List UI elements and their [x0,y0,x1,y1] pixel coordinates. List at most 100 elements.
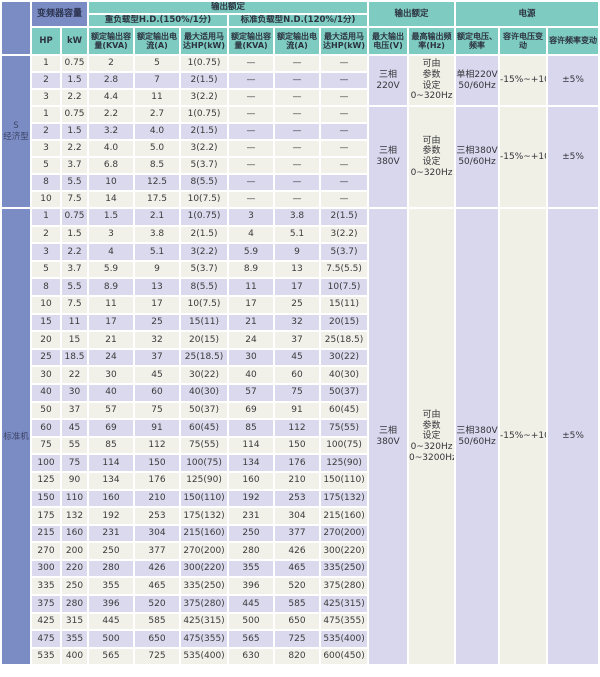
economy-section: S 经济型 1 0.75 2 5 1(0.75) — — — 三相 220V 可由 参数 设定 0~320Hz… [2,56,599,207]
kw-cell: 220 [62,560,88,577]
hp-cell: 475 [32,631,60,647]
header-row-1: 变频器容量 输出额定 输出额定 电源 [2,2,599,54]
table-row: 标准机 1 0.75 1.5 2.1 1(0.75) 3 3.8 2(1.5) 三相 380V 可由参… [2,209,599,665]
supply-voltage-cell: 三相380V 50/60Hz [456,107,499,207]
hp-cell: 10 [32,192,60,207]
nd-motor-cell: 600(450) [321,648,368,665]
hp-header: HP [32,28,60,54]
hd-motor-cell: 150(110) [181,490,228,507]
kw-cell: 110 [62,490,88,507]
hd-current-cell: 426 [135,560,180,577]
output-frequency-cell: 可由 参数 设定 0~320Hz [409,56,455,105]
hd-current-cell: 17.5 [135,192,180,207]
hp-cell: 215 [32,525,60,542]
hd-motor-cell: 3(2.2) [181,141,228,156]
nd-current-cell: 91 [275,402,320,419]
hd-kva-cell: 231 [89,525,134,542]
nd-current-header: 额定输出电流(A) [275,28,320,54]
nd-motor-cell: 100(75) [321,437,368,454]
table-row: 2 1.5 2.8 7 2(1.5) — — — [2,73,598,88]
nd-kva-cell: 30 [229,349,274,366]
hd-motor-cell: 15(11) [181,314,228,331]
hp-cell: 60 [32,420,60,436]
nd-kva-cell: 40 [229,367,274,383]
hp-cell: 1 [32,107,60,122]
nd-motor-cell: 175(132) [321,490,368,507]
hd-kva-cell: 565 [89,648,134,665]
hd-current-cell: 725 [135,648,180,665]
hd-motor-cell: 20(15) [181,332,228,348]
nd-kva-cell: 8.9 [229,261,274,278]
nd-kva-cell: 445 [229,596,274,612]
hd-current-cell: 25 [135,314,180,331]
corner-cell [2,2,30,54]
output-frequency-cell: 可由 参数 设定 0~320Hz [409,107,455,207]
nd-kva-cell: 500 [229,613,274,630]
nd-motor-cell: 30(22) [321,349,368,366]
hd-motor-cell: 8(5.5) [181,279,228,295]
hd-kva-cell: 134 [89,472,134,489]
nd-kva-cell: 630 [229,648,274,665]
nd-motor-cell: 150(110) [321,472,368,489]
hp-cell: 5 [32,158,60,173]
hp-cell: 125 [32,472,60,489]
power-supply-header: 电源 [456,2,599,26]
hp-cell: 30 [32,367,60,383]
hp-cell: 1 [32,56,60,71]
hd-kva-cell: 24 [89,349,134,366]
table-row: 2 1.5 3.2 4.0 2(1.5) — — — [2,124,598,139]
nd-kva-cell: 192 [229,490,274,507]
hd-current-cell: 12.5 [135,175,180,190]
hd-current-cell: 253 [135,508,180,524]
hd-current-cell: 520 [135,596,180,612]
kw-cell: 160 [62,525,88,542]
nd-motor-cell: 60(45) [321,402,368,419]
table-row: 2 1.5 3 3.8 2(1.5) 4 5.1 3(2.2) [2,226,598,243]
hp-cell: 335 [32,578,60,595]
kw-cell: 1.5 [62,124,88,139]
hd-kva-cell: 40 [89,384,134,401]
nd-current-cell: 5.1 [275,226,320,243]
nd-current-cell: 520 [275,578,320,595]
nd-current-cell: 650 [275,613,320,630]
nd-current-cell: 75 [275,384,320,401]
nd-kva-cell: 396 [229,578,274,595]
hd-current-cell: 8.5 [135,158,180,173]
frequency-variation-header: 容许频率变动 [548,28,599,54]
hd-motor-cell: 10(7.5) [181,296,228,313]
nd-current-cell: 150 [275,437,320,454]
table-row: 175 132 192 253 175(132) 231 304 215(160) [2,508,598,524]
nd-motor-cell: — [321,90,368,105]
max-output-freq-header: 最高输出频率(Hz) [409,28,455,54]
hp-cell: 8 [32,279,60,295]
supply-voltage-cell: 三相380V 50/60Hz [456,209,499,665]
hp-cell: 300 [32,560,60,577]
hd-current-cell: 585 [135,613,180,630]
hp-cell: 50 [32,402,60,419]
kw-cell: 5.5 [62,175,88,190]
hd-current-header: 额定输出电流(A) [135,28,180,54]
hp-cell: 40 [32,384,60,401]
table-row: 215 160 231 304 215(160) 250 377 270(200) [2,525,598,542]
kw-cell: 37 [62,402,88,419]
hd-motor-cell: 10(7.5) [181,192,228,207]
table-row: 335 250 355 465 335(250) 396 520 375(280) [2,578,598,595]
hd-motor-cell: 50(37) [181,402,228,419]
kw-cell: 15 [62,332,88,348]
table-row: 50 37 57 75 50(37) 69 91 60(45) [2,402,598,419]
hd-kva-cell: 3 [89,226,134,243]
hd-motor-cell: 1(0.75) [181,107,228,122]
frequency-variation-cell: ±5% [548,107,599,207]
nd-kva-cell: 57 [229,384,274,401]
hd-motor-cell: 40(30) [181,384,228,401]
nd-kva-cell: 4 [229,226,274,243]
voltage-variation-cell: -15%~+10% [500,56,547,105]
nd-current-cell: 377 [275,525,320,542]
hp-cell: 5 [32,261,60,278]
nd-current-cell: 585 [275,596,320,612]
hd-current-cell: 13 [135,279,180,295]
kw-cell: 0.75 [62,56,88,71]
hd-kva-cell: 160 [89,490,134,507]
nd-kva-cell: 134 [229,455,274,471]
output-voltage-cell: 三相 220V [369,56,408,105]
